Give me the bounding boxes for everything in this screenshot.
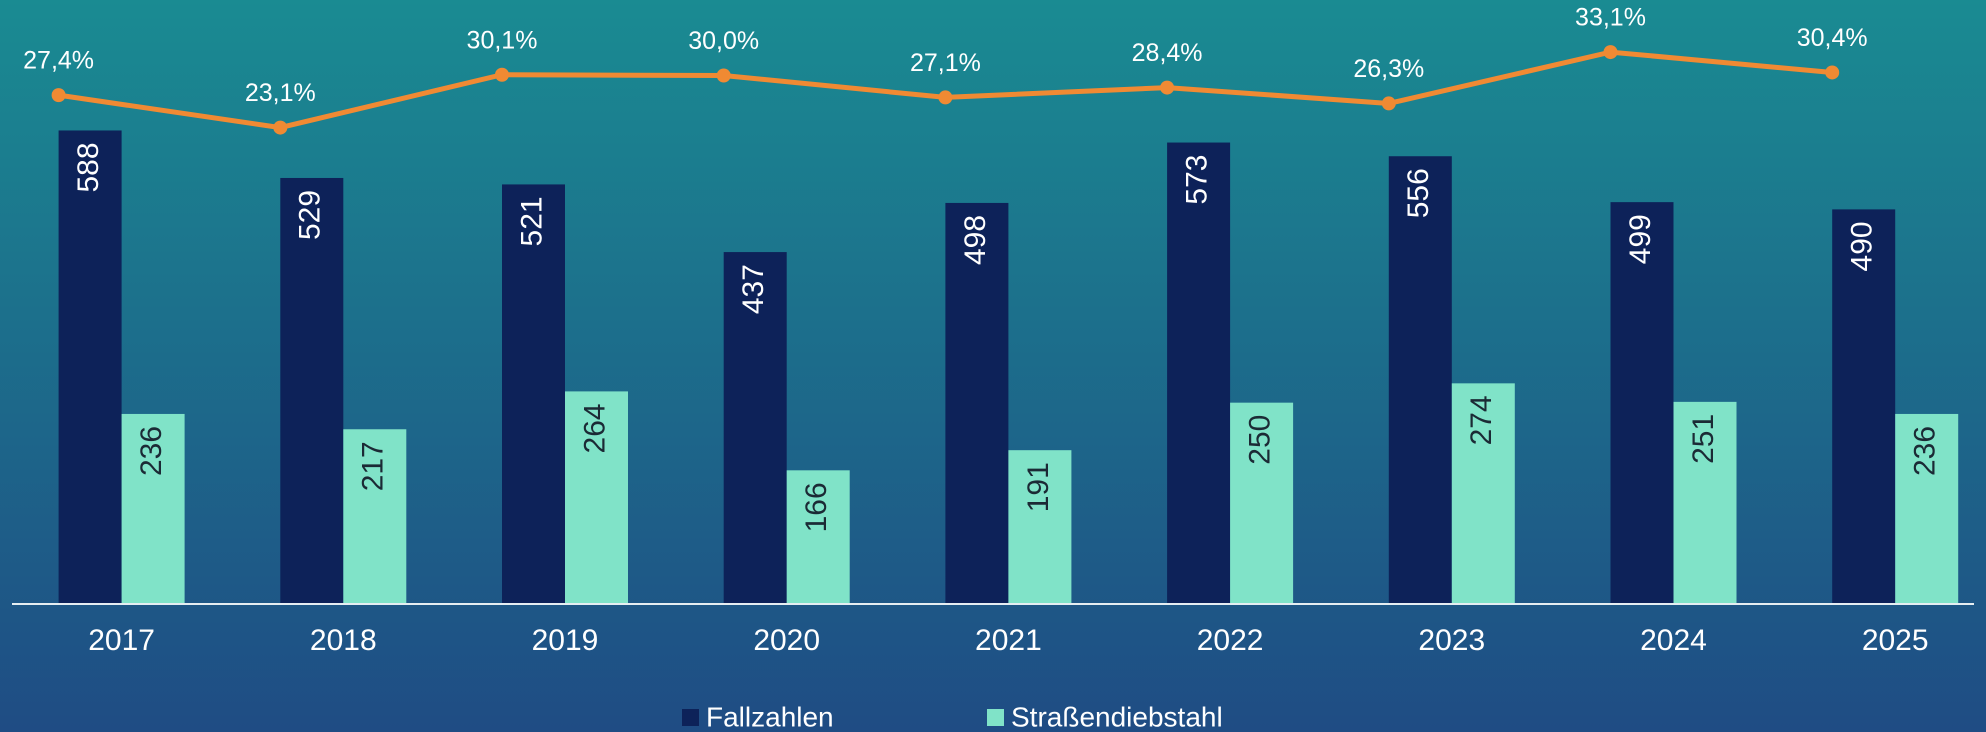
data-label: 33,1% — [1575, 4, 1646, 32]
bar — [343, 429, 407, 604]
line-point — [1603, 45, 1618, 60]
data-label: 30,4% — [1797, 24, 1868, 52]
data-label: 26,3% — [1353, 55, 1424, 83]
bar — [1167, 142, 1231, 604]
data-label: 529 — [294, 190, 327, 240]
data-label: 30,1% — [467, 26, 538, 54]
line-point — [1825, 65, 1840, 80]
data-label: 27,4% — [23, 47, 94, 75]
bar — [121, 413, 185, 604]
data-label: 217 — [357, 441, 390, 491]
bar — [58, 130, 122, 605]
data-label: 236 — [135, 426, 168, 476]
x-tick-label: 2017 — [88, 624, 155, 657]
line-point — [273, 120, 288, 135]
data-label: 191 — [1022, 462, 1055, 512]
legend-label: Fallzahlen — [706, 701, 834, 732]
legend-label: Straßendiebstahl — [1011, 701, 1223, 732]
bar — [1610, 202, 1674, 604]
data-label: 28,4% — [1132, 39, 1203, 67]
bar — [945, 202, 1009, 604]
line-point — [495, 67, 509, 82]
x-tick-label: 2018 — [310, 624, 377, 657]
x-tick-label: 2025 — [1862, 624, 1929, 657]
bar — [1451, 383, 1515, 604]
data-label: 437 — [737, 264, 770, 314]
bar — [1230, 402, 1294, 604]
bar — [502, 184, 565, 604]
data-label: 490 — [1846, 221, 1879, 271]
data-label: 250 — [1244, 415, 1277, 465]
data-label: 499 — [1624, 214, 1657, 264]
bar — [1388, 156, 1452, 604]
bar — [1832, 209, 1896, 605]
line-point — [938, 90, 953, 105]
x-tick-label: 2019 — [532, 624, 599, 657]
bar — [1673, 401, 1737, 604]
bar — [565, 391, 628, 604]
bar — [1008, 450, 1072, 604]
data-label: 251 — [1687, 414, 1720, 464]
line-point — [716, 68, 731, 83]
data-label: 498 — [959, 215, 992, 265]
data-label: 30,0% — [688, 27, 759, 55]
bar — [723, 252, 787, 604]
data-label: 264 — [578, 403, 611, 453]
data-label: 27,1% — [910, 49, 981, 77]
data-label: 521 — [515, 196, 548, 246]
data-label: 166 — [800, 482, 833, 532]
x-tick-label: 2020 — [753, 624, 820, 657]
line-point — [1160, 80, 1175, 95]
bar — [280, 177, 344, 604]
legend-swatch — [987, 709, 1004, 726]
line-point — [51, 88, 66, 103]
data-label: 274 — [1465, 395, 1498, 445]
data-label: 23,1% — [245, 79, 316, 107]
x-tick-label: 2023 — [1418, 624, 1485, 657]
x-tick-label: 2022 — [1197, 624, 1264, 657]
data-label: 588 — [72, 142, 105, 192]
x-tick-label: 2024 — [1640, 624, 1707, 657]
line-point — [1381, 96, 1396, 111]
legend-swatch — [682, 709, 699, 726]
data-label: 573 — [1181, 155, 1214, 205]
data-label: 556 — [1402, 168, 1435, 218]
x-tick-label: 2021 — [975, 624, 1042, 657]
data-label: 236 — [1909, 426, 1942, 476]
bar — [786, 470, 850, 604]
bar — [1895, 413, 1959, 604]
